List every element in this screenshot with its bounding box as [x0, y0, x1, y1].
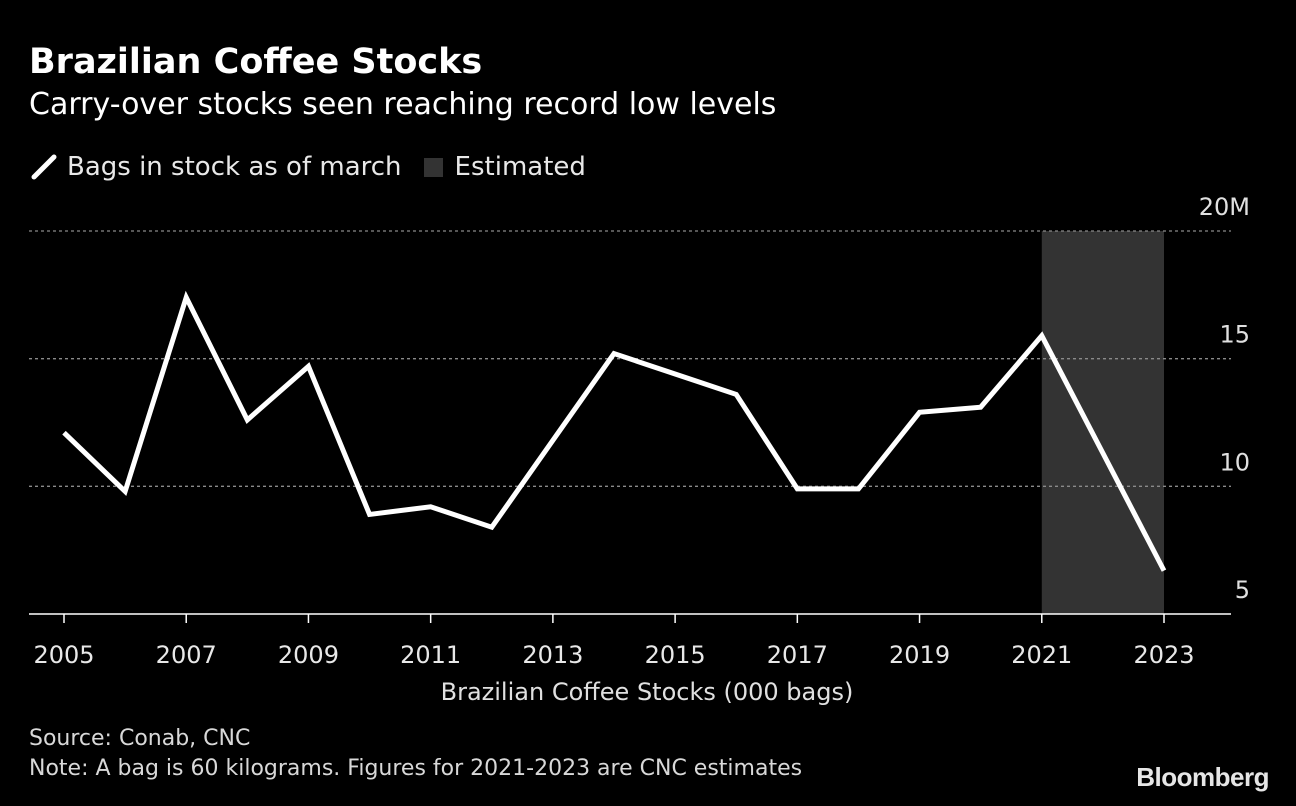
legend-line-label: Bags in stock as of march [67, 152, 402, 182]
estimate-shaded-region [1041, 231, 1164, 614]
y-tick-label: 10 [1219, 448, 1250, 476]
x-tick-label: 2011 [400, 641, 461, 669]
chart-legend: Bags in stock as of march Estimated [29, 150, 608, 184]
bloomberg-logo: Bloomberg [1136, 762, 1269, 792]
chart-title: Brazilian Coffee Stocks [29, 42, 483, 82]
legend-item-line: Bags in stock as of march [29, 150, 402, 184]
legend-item-estimated: Estimated [423, 150, 586, 184]
x-tick-label: 2021 [1011, 641, 1072, 669]
y-tick-label: 5 [1235, 576, 1250, 604]
x-axis-title: Brazilian Coffee Stocks (000 bags) [441, 678, 854, 706]
x-tick-label: 2015 [645, 641, 706, 669]
source-note: Source: Conab, CNC [29, 726, 251, 751]
y-tick-label: 15 [1219, 321, 1250, 349]
x-tick-label: 2017 [767, 641, 828, 669]
x-tick-label: 2019 [889, 641, 950, 669]
series-line [62, 290, 1167, 572]
x-tick-label: 2007 [156, 641, 217, 669]
legend-shade-label: Estimated [454, 152, 586, 182]
x-tick-label: 2013 [522, 641, 583, 669]
line-swatch-icon [31, 154, 57, 180]
x-tick-label: 2005 [33, 641, 94, 669]
chart-subtitle: Carry-over stocks seen reaching record l… [29, 87, 777, 122]
x-tick-label: 2009 [278, 641, 339, 669]
x-tick-label: 2023 [1133, 641, 1194, 669]
footnote: Note: A bag is 60 kilograms. Figures for… [29, 756, 803, 781]
y-tick-label: 20M [1199, 193, 1250, 221]
shade-swatch-icon [423, 157, 443, 177]
